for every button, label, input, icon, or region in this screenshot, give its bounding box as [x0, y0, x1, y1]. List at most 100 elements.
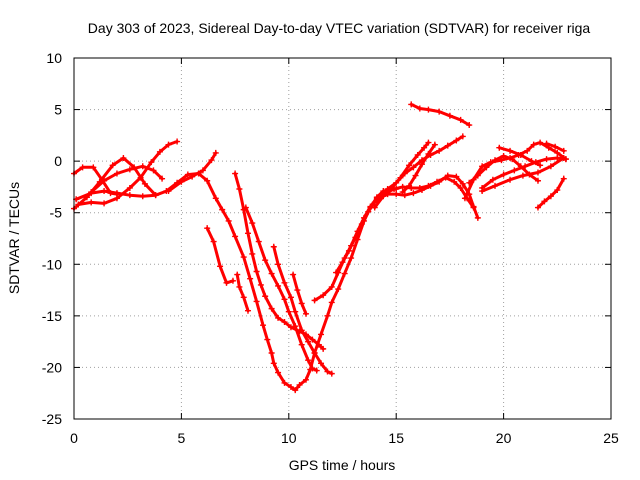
data-point — [240, 294, 247, 301]
data-point — [406, 162, 413, 169]
data-point — [232, 233, 239, 240]
series-track-17 — [399, 141, 438, 196]
data-point — [466, 122, 473, 129]
data-point — [141, 180, 148, 187]
data-point — [427, 182, 434, 189]
data-point — [554, 155, 561, 162]
data-point — [365, 208, 372, 215]
data-point — [302, 310, 309, 317]
data-point — [174, 138, 181, 145]
data-point — [466, 179, 473, 186]
data-point — [204, 177, 211, 184]
data-point — [352, 234, 359, 241]
data-point — [281, 279, 288, 286]
data-point — [292, 323, 299, 330]
data-point — [524, 147, 531, 154]
x-tick-label: 10 — [281, 430, 297, 446]
x-tick-label: 0 — [70, 430, 78, 446]
data-point — [453, 173, 460, 180]
data-point — [401, 192, 408, 199]
data-point — [384, 185, 391, 192]
data-point — [451, 178, 458, 185]
data-point — [294, 287, 301, 294]
y-tick-label: 10 — [46, 50, 62, 66]
data-point — [339, 259, 346, 266]
data-point — [268, 305, 275, 312]
series-track-11 — [270, 243, 335, 377]
data-point — [249, 220, 256, 227]
data-point — [530, 141, 537, 148]
data-point — [287, 294, 294, 301]
data-point — [249, 250, 256, 257]
data-point — [406, 182, 413, 189]
data-point — [459, 133, 466, 140]
series-track-line — [291, 273, 308, 316]
series-track-10 — [242, 204, 320, 374]
data-point — [229, 277, 236, 284]
data-point — [554, 149, 561, 156]
data-point — [474, 214, 481, 221]
data-point — [298, 327, 305, 334]
data-point — [101, 177, 108, 184]
data-point — [412, 172, 419, 179]
data-point — [126, 192, 133, 199]
series-track-line — [205, 226, 235, 285]
data-point — [232, 170, 239, 177]
data-point — [225, 217, 232, 224]
data-point — [324, 312, 331, 319]
data-point — [500, 152, 507, 159]
data-point — [285, 308, 292, 315]
data-point — [461, 195, 468, 202]
data-point — [345, 247, 352, 254]
series-track-line — [244, 206, 319, 372]
data-point — [320, 345, 327, 352]
series-track-21 — [479, 155, 569, 191]
data-point — [418, 161, 425, 168]
data-point — [150, 167, 157, 174]
y-tick-label: -25 — [42, 411, 62, 427]
data-point — [101, 188, 108, 195]
data-point — [348, 255, 355, 262]
data-point — [287, 384, 294, 391]
data-point — [459, 180, 466, 187]
data-point — [247, 275, 254, 282]
data-point — [492, 157, 499, 164]
data-point — [309, 365, 316, 372]
data-point — [393, 191, 400, 198]
data-point — [371, 199, 378, 206]
data-point — [244, 230, 251, 237]
data-point — [335, 286, 342, 293]
data-point — [270, 360, 277, 367]
x-tick-label: 15 — [388, 430, 404, 446]
data-point — [507, 176, 514, 183]
data-point — [328, 299, 335, 306]
series-track-line — [74, 172, 398, 392]
series-track-6 — [165, 149, 219, 195]
data-point — [414, 151, 421, 158]
series-track-7 — [204, 225, 236, 286]
data-point — [410, 190, 417, 197]
axis-ticks — [73, 57, 612, 420]
data-point — [75, 201, 82, 208]
data-point — [560, 175, 567, 182]
data-point — [210, 238, 217, 245]
data-point — [528, 158, 535, 165]
data-point — [547, 193, 554, 200]
data-point — [281, 319, 288, 326]
plot-frame — [73, 57, 612, 420]
data-series — [71, 101, 569, 394]
series-track-8 — [234, 271, 251, 314]
y-tick-label: -5 — [50, 205, 63, 221]
series-track-20 — [466, 152, 541, 186]
data-point — [446, 112, 453, 119]
data-point — [257, 281, 264, 288]
data-point — [109, 162, 116, 169]
y-tick-label: -20 — [42, 359, 62, 375]
data-point — [242, 204, 249, 211]
series-track-3 — [73, 170, 400, 394]
data-point — [537, 162, 544, 169]
data-point — [212, 149, 219, 156]
data-point — [425, 106, 432, 113]
data-point — [139, 163, 146, 170]
